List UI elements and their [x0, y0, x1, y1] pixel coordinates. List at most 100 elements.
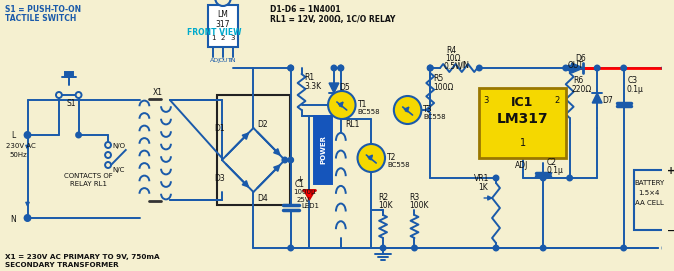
Text: R5: R5 [433, 74, 443, 83]
Text: 25V: 25V [297, 197, 310, 203]
Text: S1 = PUSH-TO-ON: S1 = PUSH-TO-ON [5, 5, 81, 14]
Circle shape [288, 157, 293, 163]
Circle shape [75, 92, 82, 98]
Text: RELAY RL1: RELAY RL1 [70, 181, 107, 187]
Circle shape [56, 92, 62, 98]
Circle shape [357, 144, 385, 172]
Text: −: − [667, 226, 674, 236]
Text: S1: S1 [67, 99, 76, 108]
Text: R6: R6 [574, 76, 584, 85]
Text: R4: R4 [446, 46, 456, 55]
Text: 1K: 1K [479, 183, 488, 192]
Text: N/O: N/O [112, 143, 125, 149]
Text: N: N [10, 215, 16, 224]
Circle shape [24, 132, 30, 138]
Circle shape [428, 66, 433, 70]
Text: D1: D1 [214, 124, 224, 133]
Text: VR1: VR1 [474, 174, 490, 183]
Text: C1: C1 [295, 180, 305, 189]
Circle shape [663, 66, 667, 70]
Text: LM: LM [218, 10, 228, 19]
Text: BC558: BC558 [357, 109, 380, 115]
Text: SECONDARY TRANSFORMER: SECONDARY TRANSFORMER [5, 262, 119, 268]
Text: T3: T3 [423, 105, 433, 114]
Text: 2: 2 [554, 96, 559, 105]
Text: 3.3K: 3.3K [305, 82, 321, 91]
Text: IC1: IC1 [512, 96, 534, 109]
Text: OUT: OUT [219, 58, 233, 63]
Circle shape [541, 246, 546, 250]
Text: D3: D3 [214, 174, 225, 183]
Text: 317: 317 [216, 20, 231, 29]
Circle shape [25, 133, 30, 137]
Circle shape [477, 66, 482, 70]
Circle shape [215, 0, 231, 6]
Polygon shape [329, 83, 339, 93]
Text: 230V AC: 230V AC [6, 143, 36, 149]
Text: 220Ω: 220Ω [572, 85, 592, 94]
Circle shape [24, 215, 30, 221]
Bar [217, 95, 290, 205]
Text: CONTACTS OF: CONTACTS OF [64, 173, 113, 179]
Text: RL1 = 12V, 200Ω, 1C/O RELAY: RL1 = 12V, 200Ω, 1C/O RELAY [270, 15, 396, 24]
Text: ADJ: ADJ [210, 58, 221, 63]
Text: 2: 2 [221, 35, 225, 41]
Circle shape [338, 66, 343, 70]
Text: 10Ω: 10Ω [445, 54, 460, 63]
Circle shape [332, 66, 336, 70]
Text: T2: T2 [387, 153, 396, 162]
Text: D7: D7 [602, 96, 613, 105]
Text: ADJ: ADJ [515, 161, 528, 170]
Text: D6: D6 [576, 54, 586, 63]
Text: BC558: BC558 [387, 162, 410, 168]
Text: D2: D2 [257, 120, 268, 129]
Text: TACTILE SWITCH: TACTILE SWITCH [5, 14, 76, 23]
Text: 3: 3 [483, 96, 489, 105]
Circle shape [105, 162, 111, 168]
Circle shape [381, 246, 386, 250]
Text: BATTERY: BATTERY [634, 180, 665, 186]
Circle shape [621, 66, 626, 70]
Circle shape [663, 246, 667, 250]
Circle shape [105, 142, 111, 148]
Text: AA CELL: AA CELL [635, 200, 664, 206]
Text: 1: 1 [211, 35, 216, 41]
Bar [479, 88, 565, 158]
Text: BC558: BC558 [423, 114, 446, 120]
Circle shape [621, 246, 626, 250]
Circle shape [568, 66, 572, 70]
Text: LED1: LED1 [301, 203, 319, 209]
Circle shape [594, 66, 600, 70]
Text: FRONT VIEW: FRONT VIEW [187, 28, 241, 37]
Text: 100Ω: 100Ω [433, 83, 454, 92]
Circle shape [563, 66, 568, 70]
Bar [634, 170, 665, 230]
Text: X1: X1 [153, 88, 163, 97]
Circle shape [394, 96, 421, 124]
Text: C2: C2 [547, 158, 557, 167]
Text: +: + [297, 175, 303, 184]
Bar [314, 116, 332, 184]
Text: RL1: RL1 [344, 120, 359, 129]
Circle shape [493, 176, 499, 180]
Text: R3: R3 [410, 193, 420, 202]
Text: 50Hz: 50Hz [10, 152, 28, 158]
Circle shape [493, 246, 499, 250]
Circle shape [76, 133, 81, 137]
Circle shape [282, 157, 287, 163]
Polygon shape [572, 63, 584, 73]
Text: N/C: N/C [112, 167, 124, 173]
Text: 0.1μ: 0.1μ [627, 85, 644, 94]
Text: 100K: 100K [410, 201, 429, 210]
Circle shape [25, 215, 30, 221]
Bar [65, 72, 73, 77]
Text: 10K: 10K [378, 201, 393, 210]
Text: C3: C3 [627, 76, 638, 85]
Text: L: L [11, 131, 16, 140]
Polygon shape [303, 190, 315, 200]
Circle shape [105, 152, 111, 158]
Text: OUT: OUT [568, 61, 584, 70]
Text: 0.5W: 0.5W [444, 62, 464, 71]
Text: 3: 3 [231, 35, 235, 41]
Text: POWER: POWER [320, 136, 326, 164]
